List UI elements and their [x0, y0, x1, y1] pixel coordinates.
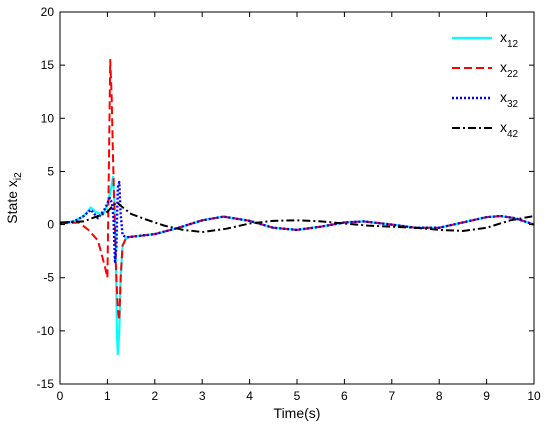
x-tick-label: 9 — [483, 389, 490, 403]
x-tick-label: 4 — [246, 389, 253, 403]
x-axis: 0 1 2 3 4 5 6 7 8 9 10 — [57, 12, 541, 403]
y-tick-label: -10 — [37, 324, 55, 338]
y-tick-label: 15 — [41, 58, 55, 72]
legend-label-sub: 32 — [507, 99, 519, 110]
x-tick-label: 3 — [199, 389, 206, 403]
legend-label: x12 — [500, 29, 519, 50]
y-tick-label: -5 — [43, 271, 54, 285]
legend-label: x32 — [500, 89, 519, 110]
x-tick-label: 2 — [151, 389, 158, 403]
x-tick-label: 10 — [527, 389, 541, 403]
y-axis-label: State xi2 — [4, 172, 24, 224]
y-axis-label-main: State x — [4, 180, 20, 224]
x-tick-label: 0 — [57, 389, 64, 403]
y-tick-label: -15 — [37, 377, 55, 391]
legend-label: x22 — [500, 59, 519, 80]
series-line-x42 — [60, 201, 534, 234]
series-layer — [60, 58, 534, 356]
x-tick-label: 6 — [341, 389, 348, 403]
x-tick-label: 5 — [294, 389, 301, 403]
legend-label-main: x — [500, 119, 507, 135]
legend-label-sub: 22 — [507, 69, 519, 80]
y-axis: -15 -10 -5 0 5 10 15 20 — [37, 5, 534, 391]
x-tick-label: 7 — [388, 389, 395, 403]
x-tick-label: 1 — [104, 389, 111, 403]
y-tick-label: 5 — [47, 164, 54, 178]
legend-label-main: x — [500, 29, 507, 45]
legend-label-main: x — [500, 89, 507, 105]
legend-label-sub: 42 — [507, 129, 519, 140]
x-tick-label: 8 — [436, 389, 443, 403]
legend-label: x42 — [500, 119, 519, 140]
x-axis-label: Time(s) — [274, 405, 321, 421]
legend-label-main: x — [500, 59, 507, 75]
y-axis-label-sub: i2 — [13, 172, 24, 180]
series-line-x32 — [60, 180, 534, 263]
legend-label-sub: 12 — [507, 39, 519, 50]
y-tick-label: 0 — [47, 218, 54, 232]
y-tick-label: 20 — [41, 5, 55, 19]
y-tick-label: 10 — [41, 111, 55, 125]
